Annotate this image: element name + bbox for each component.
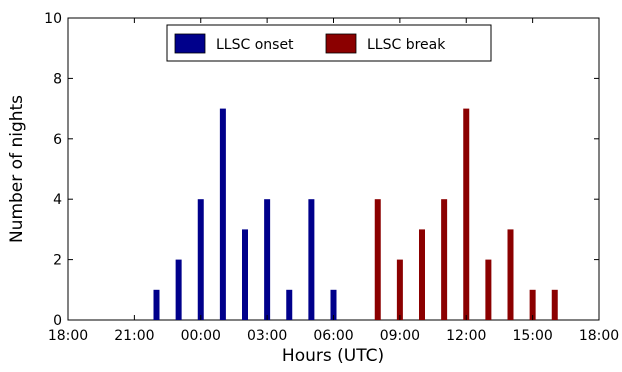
- bar-onset-7: [308, 199, 315, 320]
- x-tick-label-6: 12:00: [446, 328, 486, 344]
- plot-area: [67, 17, 600, 321]
- legend: LLSC onset LLSC break: [166, 24, 492, 62]
- x-tick-label-3: 03:00: [247, 328, 287, 344]
- bar-break-4: [463, 108, 470, 320]
- x-tick-label-4: 06:00: [313, 328, 353, 344]
- legend-label-onset: LLSC onset: [216, 37, 294, 53]
- x-axis-label: Hours (UTC): [282, 346, 384, 366]
- y-axis-label: Number of nights: [7, 95, 27, 243]
- x-tick-label-5: 09:00: [380, 328, 420, 344]
- bar-onset-8: [330, 289, 337, 320]
- x-tick-label-1: 21:00: [114, 328, 154, 344]
- tick-labels-layer: 0 2 4 6 8 10 18:00 21:00 00:00 03:00 06:00 09:00 12:…: [44, 11, 619, 344]
- y-tick-label-3: 6: [53, 132, 62, 148]
- x-tick-label-7: 15:00: [512, 328, 552, 344]
- bar-break-1: [396, 259, 403, 320]
- bar-break-8: [551, 289, 558, 320]
- x-tick-label-2: 00:00: [181, 328, 221, 344]
- bar-onset-2: [197, 199, 204, 320]
- bar-onset-0: [153, 289, 160, 320]
- bar-break-0: [374, 199, 381, 320]
- legend-swatch-break: [325, 33, 357, 54]
- bar-onset-1: [175, 259, 182, 320]
- y-tick-label-1: 2: [53, 253, 62, 269]
- legend-label-break: LLSC break: [367, 37, 446, 53]
- y-tick-label-5: 10: [44, 11, 62, 27]
- bar-onset-4: [242, 229, 248, 320]
- x-tick-label-8: 18:00: [579, 328, 619, 344]
- y-tick-label-2: 4: [53, 192, 62, 208]
- y-tick-label-0: 0: [53, 313, 62, 329]
- bar-onset-3: [219, 108, 226, 320]
- legend-swatch-onset: [174, 33, 206, 54]
- bar-break-7: [529, 289, 536, 320]
- bar-onset-6: [286, 289, 293, 320]
- bar-break-6: [507, 229, 514, 320]
- x-tick-label-0: 18:00: [48, 328, 88, 344]
- ticks-layer: [67, 17, 600, 321]
- bar-break-2: [419, 229, 425, 320]
- bars-layer: [153, 108, 558, 320]
- bar-break-5: [485, 259, 492, 320]
- y-tick-label-4: 8: [53, 71, 62, 87]
- bar-onset-5: [264, 199, 271, 320]
- bar-break-3: [441, 199, 448, 320]
